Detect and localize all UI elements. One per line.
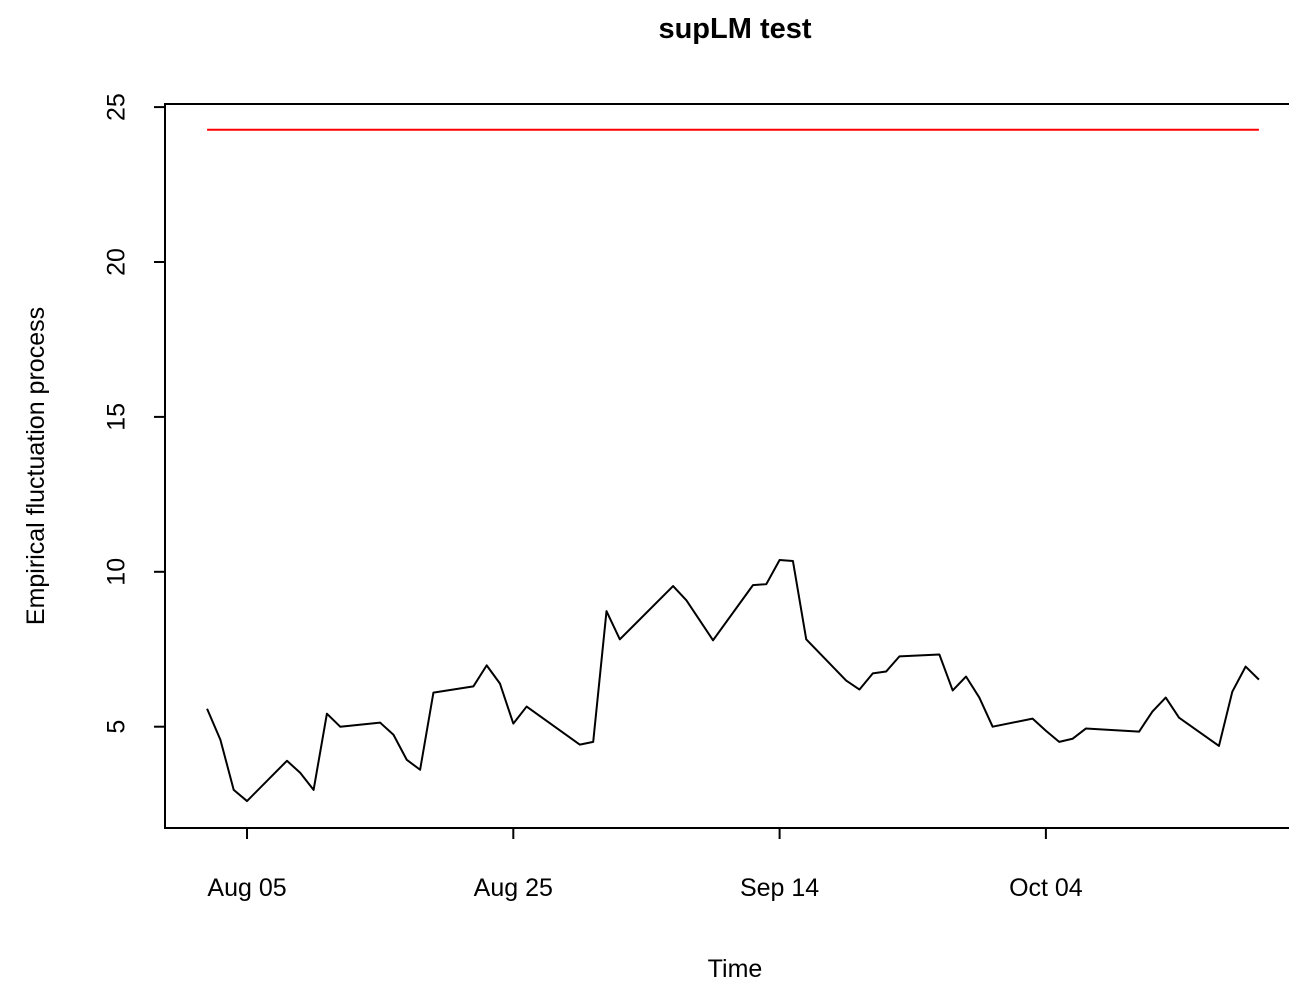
x-tick-label: Oct 04 bbox=[1009, 874, 1083, 902]
x-tick-label: Aug 25 bbox=[474, 874, 553, 902]
y-tick-label: 15 bbox=[103, 403, 131, 431]
y-tick-label: 25 bbox=[103, 93, 131, 121]
chart-title: supLM test bbox=[658, 13, 811, 45]
plot-frame bbox=[164, 103, 1289, 829]
x-tick-label: Sep 14 bbox=[740, 874, 819, 902]
y-tick-label: 20 bbox=[103, 248, 131, 276]
x-tick-label: Aug 05 bbox=[207, 874, 286, 902]
y-tick-label: 5 bbox=[103, 720, 131, 734]
data-line bbox=[206, 559, 1260, 803]
y-axis-label: Empirical fluctuation process bbox=[22, 307, 50, 625]
y-tick-label: 10 bbox=[103, 558, 131, 586]
x-axis-label: Time bbox=[708, 955, 763, 983]
